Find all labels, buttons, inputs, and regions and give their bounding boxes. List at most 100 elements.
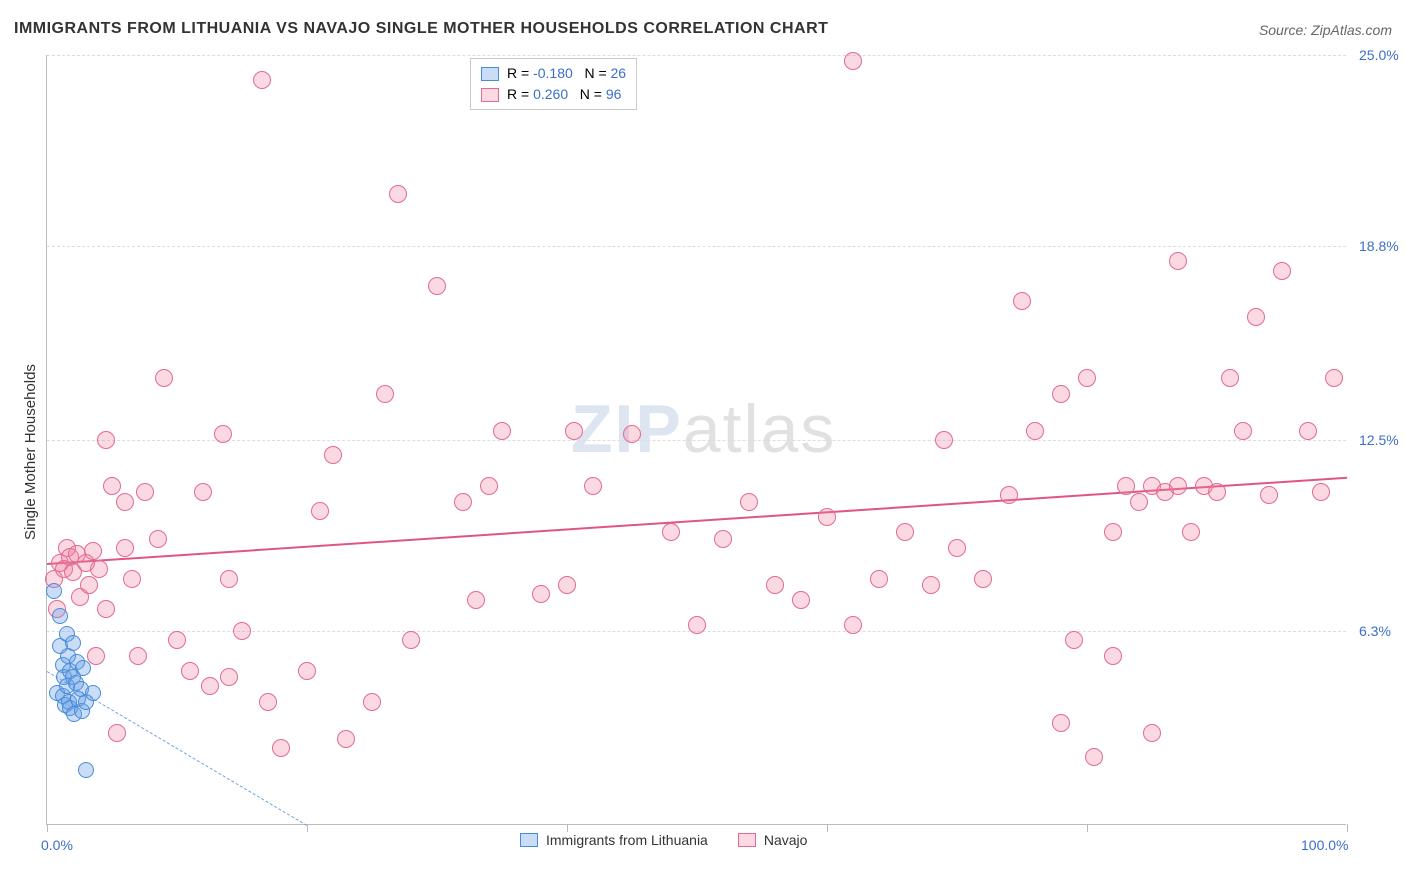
- navajo-point: [90, 560, 108, 578]
- navajo-point: [1182, 523, 1200, 541]
- navajo-point: [1026, 422, 1044, 440]
- navajo-point: [233, 622, 251, 640]
- navajo-point: [194, 483, 212, 501]
- navajo-point: [714, 530, 732, 548]
- navajo-point: [80, 576, 98, 594]
- navajo-point: [1299, 422, 1317, 440]
- legend-stats: R = -0.180 N = 26: [507, 63, 626, 84]
- plot-area: ZIPatlas 6.3%12.5%18.8%25.0%: [46, 55, 1346, 825]
- x-tick: [827, 824, 828, 832]
- navajo-point: [253, 71, 271, 89]
- navajo-point: [532, 585, 550, 603]
- navajo-point: [87, 647, 105, 665]
- navajo-point: [337, 730, 355, 748]
- navajo-point: [662, 523, 680, 541]
- navajo-point: [259, 693, 277, 711]
- navajo-point: [389, 185, 407, 203]
- bottom-legend-label: Immigrants from Lithuania: [546, 832, 708, 848]
- navajo-point: [1247, 308, 1265, 326]
- navajo-point: [108, 724, 126, 742]
- navajo-point: [1085, 748, 1103, 766]
- navajo-point: [220, 570, 238, 588]
- navajo-point: [181, 662, 199, 680]
- navajo-point: [1117, 477, 1135, 495]
- navajo-point: [1143, 724, 1161, 742]
- navajo-point: [766, 576, 784, 594]
- navajo-point: [1013, 292, 1031, 310]
- lithuania-point: [65, 635, 81, 651]
- navajo-point: [584, 477, 602, 495]
- navajo-point: [136, 483, 154, 501]
- gridline: [47, 246, 1346, 247]
- navajo-point: [818, 508, 836, 526]
- navajo-point: [623, 425, 641, 443]
- navajo-point: [376, 385, 394, 403]
- navajo-point: [1130, 493, 1148, 511]
- navajo-point: [155, 369, 173, 387]
- navajo-point: [311, 502, 329, 520]
- lithuania-point: [85, 685, 101, 701]
- legend-swatch: [481, 88, 499, 102]
- navajo-point: [870, 570, 888, 588]
- navajo-point: [740, 493, 758, 511]
- chart-title: IMMIGRANTS FROM LITHUANIA VS NAVAJO SING…: [14, 20, 828, 38]
- navajo-point: [1325, 369, 1343, 387]
- navajo-point: [935, 431, 953, 449]
- legend-swatch: [520, 833, 538, 847]
- legend-swatch: [481, 67, 499, 81]
- navajo-point: [97, 431, 115, 449]
- navajo-point: [1312, 483, 1330, 501]
- lithuania-point: [46, 583, 62, 599]
- navajo-point: [896, 523, 914, 541]
- legend-row-lithuania: R = -0.180 N = 26: [481, 63, 626, 84]
- navajo-point: [1052, 385, 1070, 403]
- navajo-point: [792, 591, 810, 609]
- navajo-point: [201, 677, 219, 695]
- navajo-point: [116, 539, 134, 557]
- y-tick-label: 6.3%: [1359, 623, 1391, 639]
- navajo-point: [1208, 483, 1226, 501]
- lithuania-point: [78, 762, 94, 778]
- navajo-point: [467, 591, 485, 609]
- series-legend: Immigrants from Lithuania Navajo: [520, 832, 807, 848]
- navajo-point: [298, 662, 316, 680]
- navajo-point: [168, 631, 186, 649]
- navajo-point: [1234, 422, 1252, 440]
- x-max-label: 100.0%: [1301, 837, 1348, 853]
- navajo-point: [844, 52, 862, 70]
- navajo-point: [129, 647, 147, 665]
- navajo-point: [324, 446, 342, 464]
- navajo-point: [428, 277, 446, 295]
- gridline: [47, 55, 1346, 56]
- bottom-legend-item-lithuania: Immigrants from Lithuania: [520, 832, 708, 848]
- source-label: Source: ZipAtlas.com: [1259, 22, 1392, 38]
- watermark: ZIPatlas: [571, 390, 836, 468]
- bottom-legend-item-navajo: Navajo: [738, 832, 808, 848]
- navajo-point: [454, 493, 472, 511]
- navajo-point: [149, 530, 167, 548]
- navajo-point: [974, 570, 992, 588]
- navajo-point: [480, 477, 498, 495]
- navajo-point: [84, 542, 102, 560]
- navajo-point: [1169, 477, 1187, 495]
- legend-row-navajo: R = 0.260 N = 96: [481, 84, 626, 105]
- navajo-point: [1078, 369, 1096, 387]
- legend-swatch: [738, 833, 756, 847]
- navajo-point: [1000, 486, 1018, 504]
- navajo-point: [1260, 486, 1278, 504]
- lithuania-point: [75, 660, 91, 676]
- navajo-point: [214, 425, 232, 443]
- x-tick: [1087, 824, 1088, 832]
- navajo-point: [363, 693, 381, 711]
- navajo-point: [844, 616, 862, 634]
- y-tick-label: 18.8%: [1359, 238, 1399, 254]
- navajo-point: [1221, 369, 1239, 387]
- navajo-point: [1104, 523, 1122, 541]
- x-tick: [47, 824, 48, 832]
- navajo-point: [123, 570, 141, 588]
- gridline: [47, 440, 1346, 441]
- navajo-point: [565, 422, 583, 440]
- navajo-point: [97, 600, 115, 618]
- legend-stats: R = 0.260 N = 96: [507, 84, 621, 105]
- navajo-point: [116, 493, 134, 511]
